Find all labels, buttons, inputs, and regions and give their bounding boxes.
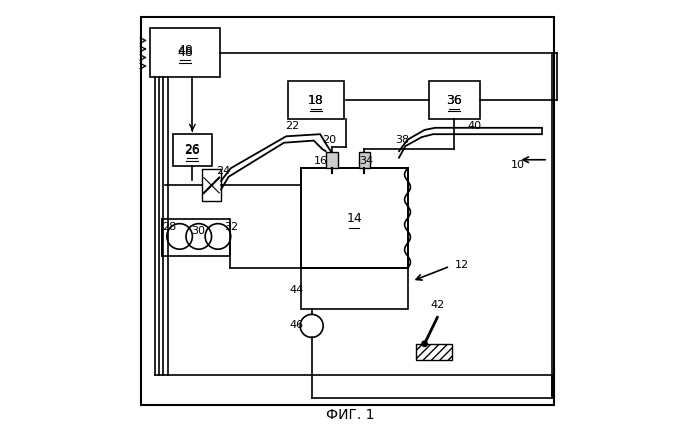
- Bar: [416, 344, 452, 360]
- Text: 26: 26: [185, 143, 200, 155]
- Text: 10: 10: [511, 160, 525, 170]
- Text: 34: 34: [359, 156, 374, 166]
- Text: 30: 30: [192, 226, 206, 236]
- Text: 32: 32: [224, 222, 239, 232]
- Text: 26: 26: [185, 144, 200, 157]
- Text: 46: 46: [289, 320, 303, 330]
- Bar: [429, 81, 480, 119]
- Text: 38: 38: [395, 135, 409, 145]
- Text: 14: 14: [346, 212, 362, 225]
- Text: 18: 18: [308, 94, 324, 106]
- Bar: [288, 81, 344, 119]
- Text: 28: 28: [162, 222, 177, 232]
- Text: 36: 36: [447, 94, 462, 106]
- Bar: [150, 28, 220, 77]
- Text: 36: 36: [447, 94, 462, 106]
- Bar: [326, 152, 337, 168]
- Bar: [173, 134, 211, 166]
- Text: ФИГ. 1: ФИГ. 1: [326, 409, 374, 422]
- Bar: [202, 169, 221, 201]
- Bar: [301, 268, 407, 309]
- Bar: [358, 152, 370, 168]
- Text: 48: 48: [177, 46, 193, 59]
- Text: 44: 44: [289, 285, 303, 295]
- Text: 48: 48: [177, 44, 193, 57]
- Text: 12: 12: [454, 260, 468, 270]
- Bar: [301, 168, 407, 268]
- Bar: [162, 219, 230, 256]
- Circle shape: [421, 340, 428, 347]
- Text: 22: 22: [285, 121, 300, 131]
- Text: 40: 40: [467, 121, 482, 131]
- Text: 18: 18: [308, 94, 324, 106]
- Text: 42: 42: [430, 299, 444, 310]
- Text: 16: 16: [314, 156, 328, 166]
- Text: 20: 20: [322, 135, 336, 145]
- Text: 24: 24: [216, 166, 230, 176]
